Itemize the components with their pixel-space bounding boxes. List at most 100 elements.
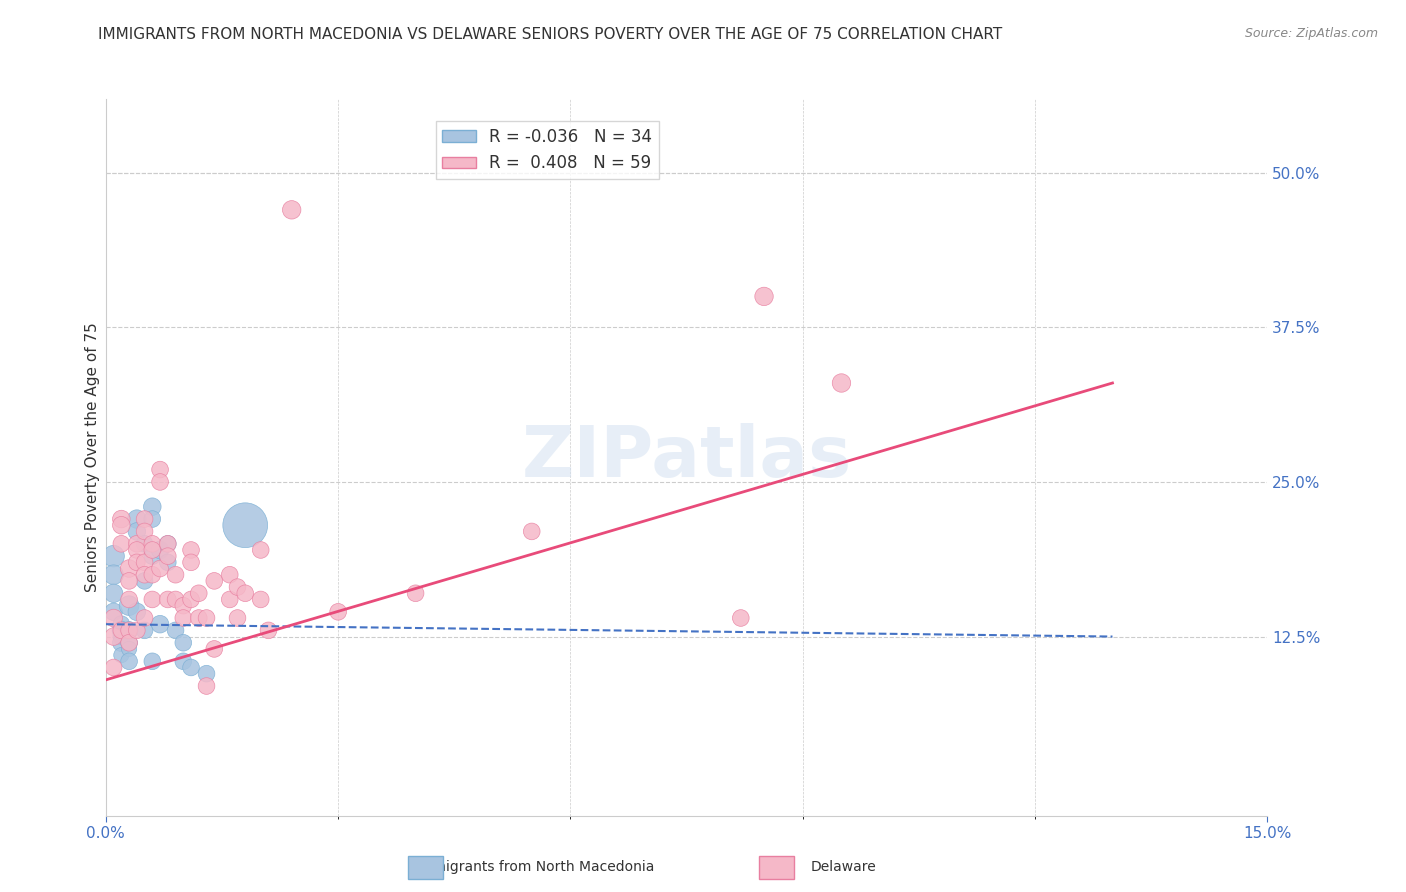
Point: [118, 624, 141, 638]
Point: [226, 611, 249, 625]
Point: [118, 636, 141, 650]
Point: [141, 500, 163, 514]
Point: [187, 586, 209, 600]
Point: [195, 679, 218, 693]
Point: [110, 537, 132, 551]
Point: [249, 543, 271, 558]
Point: [103, 611, 125, 625]
Point: [233, 518, 256, 533]
Point: [172, 636, 194, 650]
Point: [134, 555, 156, 569]
Point: [202, 574, 225, 588]
Point: [149, 462, 172, 476]
Y-axis label: Seniors Poverty Over the Age of 75: Seniors Poverty Over the Age of 75: [86, 322, 100, 592]
Point: [156, 537, 179, 551]
Point: [118, 654, 141, 668]
Text: Delaware: Delaware: [811, 860, 876, 874]
Point: [141, 512, 163, 526]
Point: [110, 636, 132, 650]
Point: [830, 376, 852, 390]
Point: [125, 537, 148, 551]
Point: [103, 605, 125, 619]
Text: Immigrants from North Macedonia: Immigrants from North Macedonia: [415, 860, 654, 874]
Point: [118, 636, 141, 650]
Point: [180, 660, 202, 674]
Point: [180, 543, 202, 558]
Point: [141, 567, 163, 582]
Legend: R = -0.036   N = 34, R =  0.408   N = 59: R = -0.036 N = 34, R = 0.408 N = 59: [436, 121, 659, 179]
Point: [125, 605, 148, 619]
Point: [103, 586, 125, 600]
Point: [280, 202, 302, 217]
Point: [156, 555, 179, 569]
Point: [110, 518, 132, 533]
Point: [134, 512, 156, 526]
Point: [249, 592, 271, 607]
Point: [405, 586, 427, 600]
Point: [134, 624, 156, 638]
Point: [149, 475, 172, 489]
Point: [202, 641, 225, 656]
Point: [165, 592, 187, 607]
Point: [118, 574, 141, 588]
Point: [141, 549, 163, 563]
Point: [118, 624, 141, 638]
Point: [110, 648, 132, 662]
Point: [118, 641, 141, 656]
Point: [520, 524, 543, 539]
Point: [156, 537, 179, 551]
Point: [110, 624, 132, 638]
Point: [149, 617, 172, 632]
Point: [103, 567, 125, 582]
Point: [103, 630, 125, 644]
Point: [149, 543, 172, 558]
Point: [110, 624, 132, 638]
Point: [180, 592, 202, 607]
Point: [218, 567, 240, 582]
Point: [180, 555, 202, 569]
Point: [125, 543, 148, 558]
Point: [218, 592, 240, 607]
Point: [125, 624, 148, 638]
Point: [134, 537, 156, 551]
Point: [118, 561, 141, 575]
Point: [257, 624, 280, 638]
Point: [195, 666, 218, 681]
Point: [195, 611, 218, 625]
Point: [172, 599, 194, 613]
Point: [328, 605, 350, 619]
Point: [103, 660, 125, 674]
Point: [156, 549, 179, 563]
Point: [134, 524, 156, 539]
Point: [172, 654, 194, 668]
Point: [141, 592, 163, 607]
Point: [110, 630, 132, 644]
Text: IMMIGRANTS FROM NORTH MACEDONIA VS DELAWARE SENIORS POVERTY OVER THE AGE OF 75 C: IMMIGRANTS FROM NORTH MACEDONIA VS DELAW…: [98, 27, 1002, 42]
Point: [125, 512, 148, 526]
Point: [103, 549, 125, 563]
Point: [125, 555, 148, 569]
Point: [226, 580, 249, 594]
Point: [165, 624, 187, 638]
Point: [125, 524, 148, 539]
Text: ZIPatlas: ZIPatlas: [522, 423, 852, 491]
Point: [165, 567, 187, 582]
Point: [134, 611, 156, 625]
Point: [134, 574, 156, 588]
Point: [187, 611, 209, 625]
Point: [118, 599, 141, 613]
Point: [134, 567, 156, 582]
Point: [110, 512, 132, 526]
Point: [156, 592, 179, 607]
Point: [118, 592, 141, 607]
Point: [149, 561, 172, 575]
Point: [730, 611, 752, 625]
Point: [141, 543, 163, 558]
Point: [141, 537, 163, 551]
Point: [110, 617, 132, 632]
Text: Source: ZipAtlas.com: Source: ZipAtlas.com: [1244, 27, 1378, 40]
Point: [172, 611, 194, 625]
Point: [233, 586, 256, 600]
Point: [752, 289, 775, 303]
Point: [141, 654, 163, 668]
